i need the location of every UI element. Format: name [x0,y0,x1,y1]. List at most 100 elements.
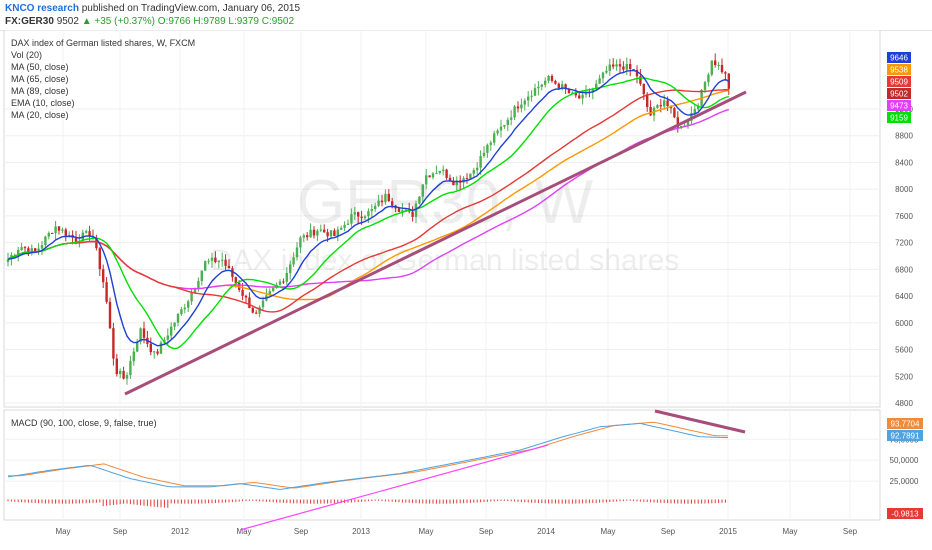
candle-body [714,60,717,65]
candle-body [503,125,506,127]
candle-body [642,83,645,95]
candle-body [639,76,642,84]
candle-body [510,117,513,120]
legend-title: DAX index of German listed shares, W, FX… [11,38,196,48]
candle-body [533,88,537,96]
candle-body [129,361,132,376]
symbol-label: FX:GER30 [5,16,54,27]
candle-body [601,72,605,79]
price-tick-label: 8000 [895,185,913,194]
candle-body [299,237,302,248]
price-badge [887,100,911,111]
candle-body [30,248,33,254]
candle-body [193,288,197,293]
candle-body [207,260,210,262]
candle-body [319,229,322,231]
candle-body [629,64,632,70]
candle-body [51,232,54,234]
candle-body [479,156,482,168]
price-tick-label: 7600 [895,212,913,221]
candle-body [567,88,571,94]
candle-body [336,229,339,237]
candle-body [598,78,601,84]
candle-body [547,76,550,81]
legend-item-ma20[interactable]: MA (20, close) [11,110,69,120]
author-link[interactable]: KNCO research [5,3,79,14]
legend-item-ma50[interactable]: MA (50, close) [11,62,69,72]
ma20-line [7,77,729,350]
candle-body [85,231,88,233]
candle-body [448,177,452,181]
candle-body [516,106,520,109]
candle-body [61,229,64,231]
candle-body [302,235,305,238]
candle-body [465,178,469,180]
candle-body [387,193,390,202]
legend-item-vol[interactable]: Vol (20) [11,50,43,60]
price-chart[interactable]: 9200880084008000760072006800640060005600… [0,30,932,550]
candle-body [295,247,299,258]
time-tick-label: May [418,527,433,536]
macd-tick-label: 25,0000 [890,477,919,486]
candle-body [244,295,248,298]
macd-badge-label: 92.7891 [891,432,920,441]
time-tick-label: Sep [661,527,676,536]
candle-body [306,235,309,238]
candle-body [686,120,690,126]
candle-body [125,375,129,379]
candle-body [326,232,329,237]
candle-body [506,119,509,126]
candle-body [139,328,142,342]
candle-body [234,277,237,283]
candle-body [98,248,101,270]
candle-body [676,117,679,128]
candle-body [656,105,659,108]
macd-badge-label: -0.9813 [891,510,919,519]
price-badge-label: 9159 [890,114,908,123]
candle-body [105,282,108,302]
candle-body [540,84,543,87]
candle-body [377,200,380,206]
price-tick-label: 4800 [895,399,913,408]
legend-item-ema10[interactable]: EMA (10, close) [11,98,75,108]
candle-body [384,193,387,203]
price-tick-label: 6000 [895,319,913,328]
candle-body [370,209,373,212]
price-badge [887,88,911,99]
candle-body [17,250,20,255]
candle-body [622,66,625,70]
candle-body [37,248,40,252]
macd-legend[interactable]: MACD (90, 100, close, 9, false, true) [11,418,157,428]
ema10-line [7,69,730,347]
candle-body [170,326,173,336]
candle-body [574,92,577,96]
candle-body [571,92,574,94]
candle-body [632,69,635,71]
candle-body [486,144,489,153]
candle-body [578,95,581,99]
candle-body [6,259,10,263]
candle-body [425,175,428,185]
candle-body [431,173,435,178]
legend-item-ma89[interactable]: MA (89, close) [11,86,69,96]
legend-item-ma65[interactable]: MA (65, close) [11,74,69,84]
candle-body [251,308,254,313]
candle-body [550,76,554,81]
macd-support-line [239,444,549,531]
candle-body [173,322,176,327]
published-text: published on TradingView.com, January 06… [81,3,300,14]
time-tick-label: 2013 [352,527,370,536]
candle-body [499,126,503,131]
candle-body [142,328,146,338]
candle-body [268,291,271,296]
candle-body [401,210,404,213]
candle-body [646,94,649,107]
candle-body [404,209,407,211]
candle-body [214,257,217,263]
candle-body [204,261,207,271]
candle-body [625,64,628,70]
candle-body [282,281,285,283]
candle-body [159,342,163,354]
candle-body [482,152,486,157]
candle-body [527,96,530,101]
